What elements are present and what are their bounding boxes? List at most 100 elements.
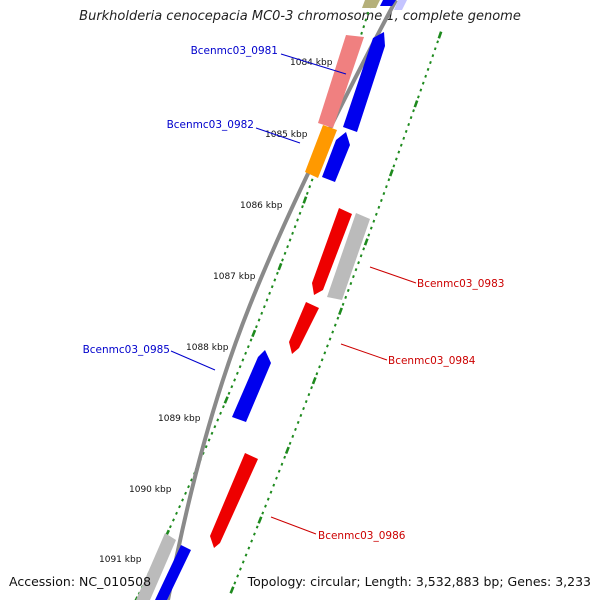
gene-bcenmc03-0983[interactable] — [312, 208, 352, 295]
scale-tick — [429, 60, 432, 65]
scale-tick — [344, 295, 348, 299]
feature-lavender-partial[interactable] — [394, 0, 407, 10]
scale-tick — [346, 288, 350, 293]
scale-tick — [305, 191, 309, 195]
scale-tick — [257, 516, 263, 524]
scale-tick — [181, 498, 185, 502]
scale-tick — [413, 100, 419, 108]
scale-tick — [261, 511, 265, 515]
scale-labels: 1084 kbp 1085 kbp 1086 kbp 1087 kbp 1088… — [99, 58, 333, 565]
scale-tick — [359, 254, 363, 258]
scale-tick — [417, 95, 420, 99]
scale-tick — [241, 358, 245, 362]
scale-label-1087: 1087 kbp — [213, 272, 256, 282]
scale-label-1085: 1085 kbp — [265, 130, 308, 140]
scale-tick — [392, 164, 396, 168]
scale-tick — [331, 330, 335, 334]
scale-tick — [310, 386, 313, 390]
scale-tick — [377, 205, 381, 209]
scale-tick — [338, 307, 343, 315]
scale-tick — [436, 40, 439, 44]
scale-tick — [421, 81, 425, 85]
scale-tick — [407, 122, 411, 127]
feature-blue-0982[interactable] — [322, 132, 350, 182]
scale-tick — [318, 365, 321, 369]
gene-bcenmc03-0985[interactable] — [232, 350, 271, 422]
scale-tick — [216, 418, 220, 422]
scale-tick — [236, 574, 240, 578]
scale-tick — [269, 490, 273, 494]
scale-label-1089: 1089 kbp — [158, 414, 201, 424]
scale-tick — [175, 511, 178, 515]
scale-tick — [307, 393, 311, 397]
gene-bcenmc03-0981[interactable] — [343, 32, 385, 132]
scale-tick — [323, 351, 327, 355]
scale-tick — [372, 219, 376, 223]
scale-label-1090: 1090 kbp — [129, 485, 172, 495]
leader-0982 — [255, 127, 301, 144]
gene-labels: Bcenmc03_0981 Bcenmc03_0982 Bcenmc03_098… — [83, 45, 505, 542]
scale-tick — [277, 262, 283, 271]
gene-label-0983[interactable]: Bcenmc03_0983 — [417, 278, 504, 290]
gene-label-0981[interactable]: Bcenmc03_0981 — [191, 45, 278, 57]
scale-tick — [254, 325, 258, 329]
feature-blue-bottom[interactable] — [155, 545, 191, 600]
scale-tick — [273, 278, 277, 282]
scale-tick — [433, 47, 437, 51]
scale-tick — [260, 311, 264, 315]
gene-bcenmc03-0982[interactable] — [305, 125, 337, 178]
feature-gray-bottom[interactable] — [136, 533, 176, 600]
scale-tick — [387, 178, 391, 182]
scale-tick — [270, 285, 274, 289]
scale-tick — [409, 116, 413, 120]
scale-tick — [288, 441, 292, 445]
scale-tick — [275, 476, 278, 480]
feature-gray-0983[interactable] — [327, 213, 370, 300]
scale-tick — [227, 391, 231, 395]
scale-tick — [265, 298, 269, 302]
scale-tick — [333, 323, 337, 327]
scale-tick — [363, 238, 369, 246]
gene-label-0986[interactable]: Bcenmc03_0986 — [318, 530, 406, 542]
scale-label-1091: 1091 kbp — [99, 555, 142, 565]
feature-blue-top-partial[interactable] — [380, 0, 396, 6]
scale-tick — [412, 109, 415, 113]
leader-0986 — [270, 516, 317, 535]
scale-tick — [310, 178, 314, 182]
scale-tick — [360, 31, 363, 35]
gene-label-0985[interactable]: Bcenmc03_0985 — [83, 344, 170, 356]
gene-bcenmc03-0984[interactable] — [289, 302, 319, 354]
scale-tick — [241, 560, 245, 564]
scale-tick — [251, 329, 257, 338]
scale-tick — [283, 455, 287, 459]
scale-tick — [296, 420, 300, 425]
gene-label-0984[interactable]: Bcenmc03_0984 — [388, 355, 476, 367]
scale-tick — [304, 399, 308, 404]
gene-features — [136, 0, 407, 600]
gene-label-0982[interactable]: Bcenmc03_0982 — [167, 119, 254, 131]
scale-tick — [277, 469, 281, 473]
scale-tick — [233, 581, 237, 585]
feature-pink[interactable] — [318, 35, 364, 128]
gene-bcenmc03-0986[interactable] — [210, 453, 258, 548]
scale-tick — [249, 338, 253, 342]
scale-tick — [272, 483, 276, 487]
scale-tick — [311, 376, 317, 385]
scale-tick — [404, 129, 408, 133]
leader-0984 — [340, 343, 388, 361]
scale-tick — [379, 198, 383, 203]
scale-tick — [230, 385, 234, 389]
scale-tick — [366, 11, 370, 15]
scale-tick — [320, 358, 324, 362]
scale-tick — [352, 275, 355, 279]
topology-text: Topology: circular; Length: 3,532,883 bp… — [247, 574, 591, 589]
scale-tick — [426, 67, 430, 71]
leader-0983 — [369, 266, 417, 284]
scale-tick — [419, 88, 423, 92]
scale-tick — [255, 525, 259, 529]
scale-tick — [187, 485, 190, 489]
scale-tick — [264, 504, 267, 508]
feature-olive-partial[interactable] — [362, 0, 380, 8]
scale-tick — [238, 365, 242, 369]
